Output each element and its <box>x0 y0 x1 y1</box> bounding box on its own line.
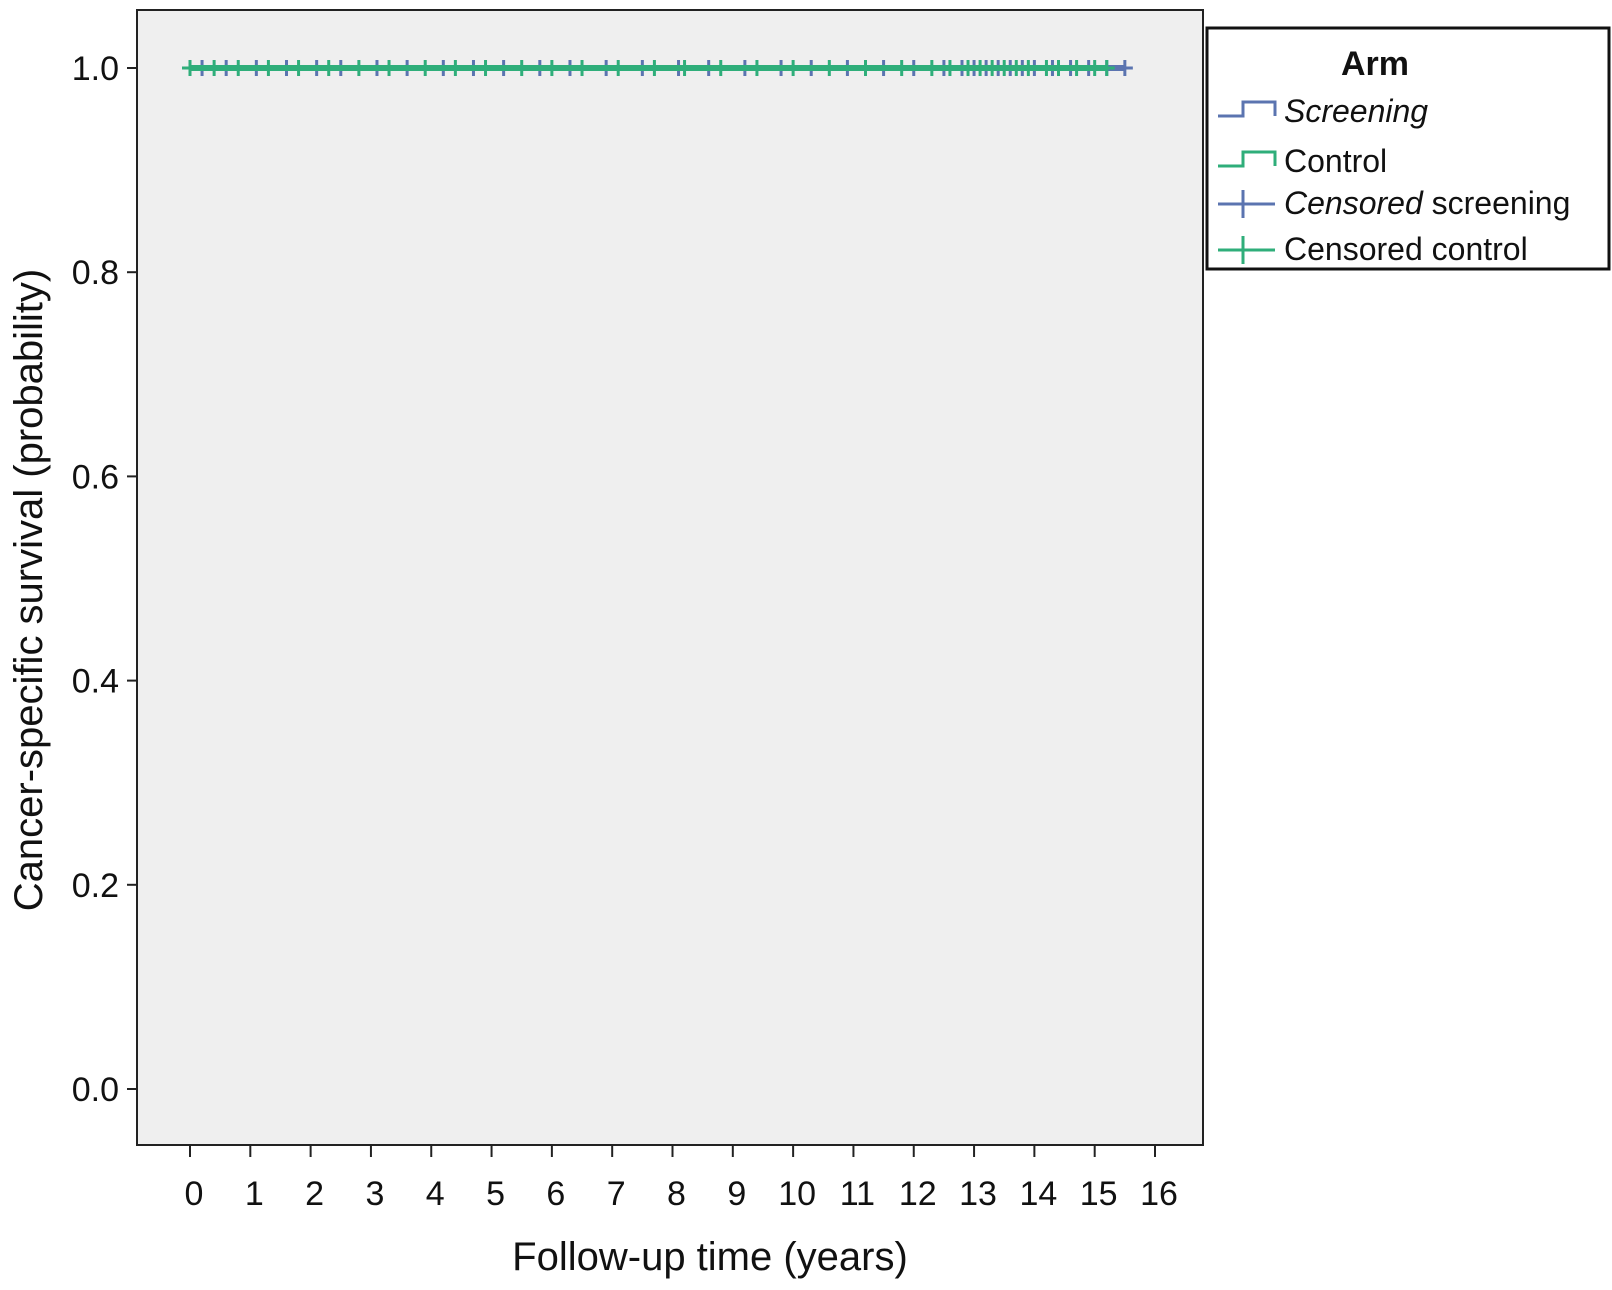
x-tick-label: 10 <box>778 1175 816 1213</box>
censor-mark-control <box>1068 60 1085 76</box>
plot-background <box>136 9 1204 1146</box>
censor-mark-control <box>748 60 765 76</box>
censor-mark-control <box>857 60 874 76</box>
legend-entry: Censored control <box>1218 231 1528 267</box>
y-axis-title: Cancer-specific survival (probability) <box>7 269 51 911</box>
censor-mark-control <box>447 60 464 76</box>
censor-mark-control <box>712 60 729 76</box>
censor-mark-control <box>543 60 560 76</box>
x-tick-label: 8 <box>667 1175 686 1213</box>
y-tick-label: 0.2 <box>72 867 119 905</box>
legend-entry: Censored screening <box>1218 185 1570 221</box>
x-tick-label: 0 <box>185 1175 204 1213</box>
legend-label: Censored screening <box>1284 185 1570 221</box>
legend-step-icon <box>1218 100 1277 118</box>
censor-mark-screening <box>1116 60 1133 76</box>
x-tick-label: 4 <box>426 1175 445 1213</box>
legend-label: Control <box>1284 143 1387 179</box>
legend-label-italic: Screening <box>1284 93 1428 129</box>
censor-mark-control <box>1020 60 1037 76</box>
censor-mark-control <box>1098 60 1115 76</box>
censor-mark-control <box>941 60 958 76</box>
censor-mark-control <box>381 60 398 76</box>
x-tick-label: 12 <box>899 1175 937 1213</box>
censor-mark-control <box>513 60 530 76</box>
censor-mark-control <box>1050 60 1067 76</box>
censor-mark-control <box>923 60 940 76</box>
censor-mark-control <box>646 60 663 76</box>
x-tick-label: 11 <box>840 1175 875 1213</box>
censor-mark-control <box>260 60 277 76</box>
censor-mark-control <box>350 60 367 76</box>
x-tick-label: 5 <box>486 1175 505 1213</box>
x-tick-label: 16 <box>1140 1175 1178 1213</box>
legend-label-italic: Censored <box>1284 185 1424 221</box>
x-tick-label: 7 <box>607 1175 626 1213</box>
censor-mark-control <box>182 60 198 76</box>
x-tick-label: 6 <box>546 1175 565 1213</box>
legend-entry: Control <box>1218 143 1387 179</box>
y-tick-label: 0.6 <box>72 458 119 496</box>
series-group <box>182 60 1133 76</box>
x-tick-label: 1 <box>245 1175 264 1213</box>
legend-box <box>1205 26 1611 271</box>
series-control <box>182 60 1115 76</box>
legend-step-icon <box>1218 150 1277 168</box>
censor-mark-control <box>206 60 223 76</box>
censor-mark-control <box>230 60 247 76</box>
axes: 0.00.20.40.60.81.00 1 2 3 4 5 6 7 8 9 10 11 12 13 14 15… <box>7 50 1178 1279</box>
legend-entry: Screening <box>1218 93 1428 129</box>
censor-mark-control <box>893 60 910 76</box>
plot-area <box>136 9 1204 1146</box>
x-tick-label: 9 <box>727 1175 746 1213</box>
y-tick-label: 0.0 <box>72 1071 119 1109</box>
x-axis-title: Follow-up time (years) <box>512 1235 908 1279</box>
censor-mark-control <box>417 60 434 76</box>
legend-title: Arm <box>1341 45 1409 83</box>
legend-label: Screening <box>1284 93 1428 129</box>
censor-mark-control <box>477 60 494 76</box>
x-tick-label: 13 <box>959 1175 997 1213</box>
censor-mark-control <box>320 60 337 76</box>
censor-mark-control <box>676 60 693 76</box>
legend-label: Censored control <box>1284 231 1528 267</box>
y-tick-label: 1.0 <box>72 50 119 88</box>
censor-mark-control <box>821 60 838 76</box>
y-tick-label: 0.8 <box>72 254 119 292</box>
legend-label-plain: Control <box>1284 143 1387 179</box>
x-tick-label: 14 <box>1019 1175 1057 1213</box>
legend-label-plain: Censored control <box>1284 231 1528 267</box>
legend-cross-icon <box>1218 190 1275 218</box>
x-tick-label: 15 <box>1080 1175 1118 1213</box>
y-tick-label: 0.4 <box>72 663 119 701</box>
censor-mark-control <box>610 60 627 76</box>
legend-label-plain: screening <box>1423 185 1571 221</box>
x-tick-label: 3 <box>365 1175 384 1213</box>
legend-cross-icon <box>1218 236 1275 264</box>
censor-mark-control <box>290 60 307 76</box>
x-tick-label: 2 <box>305 1175 324 1213</box>
censor-mark-control <box>574 60 591 76</box>
censor-mark-control <box>785 60 802 76</box>
